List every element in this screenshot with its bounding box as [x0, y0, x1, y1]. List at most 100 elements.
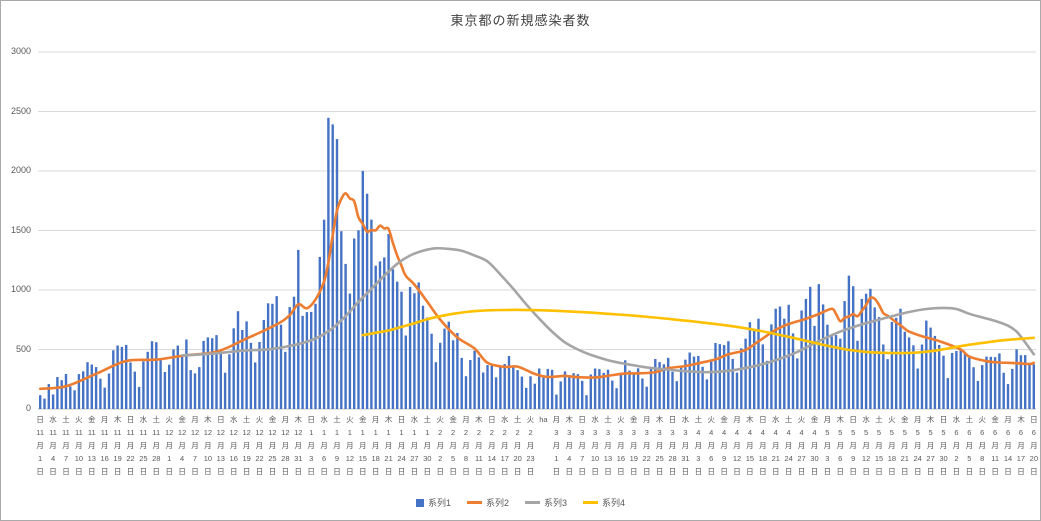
- bar: [94, 367, 98, 409]
- bar: [826, 324, 829, 409]
- bar: [847, 275, 851, 409]
- bar: [589, 374, 592, 409]
- bar: [611, 380, 614, 409]
- bar: [873, 307, 876, 409]
- x-axis-label: 木 12 月 31 日: [294, 415, 303, 476]
- bar: [189, 370, 192, 409]
- bar: [73, 390, 76, 409]
- bar: [236, 311, 240, 409]
- x-axis-label: 木 2 月 11 日: [475, 415, 483, 476]
- x-axis-label: 金 12 月 4 日: [177, 415, 187, 476]
- y-axis-label: 3000: [10, 46, 31, 56]
- bar: [899, 308, 902, 409]
- legend-square-icon: [415, 498, 424, 507]
- bar: [499, 367, 502, 409]
- x-axis-label: 月 11 月 16 日: [100, 415, 109, 476]
- bar: [839, 338, 842, 409]
- bar: [869, 288, 872, 409]
- bar: [494, 377, 498, 409]
- x-axis-label: 月 5 月 24 日: [913, 415, 922, 476]
- bar: [163, 372, 167, 409]
- bar: [761, 344, 764, 409]
- bar: [877, 317, 881, 409]
- bar: [993, 357, 997, 409]
- legend-item-系列3: 系列3: [525, 496, 567, 509]
- bar: [353, 238, 356, 409]
- bar: [628, 370, 631, 409]
- legend-line-icon: [466, 501, 482, 504]
- bar: [417, 282, 420, 409]
- bar: [615, 388, 618, 409]
- bar: [383, 257, 386, 409]
- bar: [563, 371, 567, 409]
- bar: [718, 344, 721, 409]
- x-axis-label: 日 4 月 18 日: [758, 415, 767, 476]
- x-axis-label: 月 12 月 7 日: [190, 415, 200, 476]
- bar: [976, 381, 980, 409]
- x-axis-label: 水 12 月 16 日: [229, 415, 238, 476]
- bar: [533, 383, 536, 409]
- bar: [1019, 355, 1023, 409]
- bar: [538, 368, 541, 409]
- bar: [503, 364, 506, 409]
- bar: [542, 376, 545, 409]
- x-axis-label: 日 5 月 30 日: [939, 415, 948, 476]
- bar: [830, 336, 833, 409]
- bar: [765, 360, 769, 409]
- bar: [335, 139, 339, 409]
- x-axis-label: 木 11 月 19 日: [113, 415, 122, 476]
- bar: [705, 379, 709, 409]
- x-axis-label: 金 11 月 13 日: [87, 415, 96, 476]
- x-axis-label: 日 2 月 14 日: [487, 415, 496, 476]
- x-axis-label: 土 11 月 28 日: [152, 415, 161, 476]
- bar: [456, 333, 459, 409]
- bar: [223, 372, 227, 409]
- bar: [172, 349, 175, 409]
- bar: [585, 395, 588, 409]
- bar: [710, 361, 713, 409]
- bar: [228, 354, 231, 409]
- bar: [658, 362, 661, 409]
- bar: [447, 321, 450, 409]
- bar: [581, 380, 584, 409]
- bar: [843, 301, 846, 409]
- bar: [598, 369, 601, 409]
- bar: [972, 367, 975, 409]
- bar: [813, 325, 816, 409]
- bar: [856, 340, 859, 409]
- bar: [667, 357, 670, 409]
- bar: [684, 359, 687, 409]
- bar: [47, 384, 50, 409]
- bar: [770, 324, 773, 409]
- bar: [701, 366, 704, 409]
- bar: [146, 351, 149, 409]
- bar: [727, 341, 730, 409]
- bar: [443, 328, 446, 409]
- x-axis-label: 金 5 月 21 日: [900, 415, 909, 476]
- x-axis-label: 日 11 月 1 日: [36, 415, 45, 476]
- bar: [86, 362, 89, 409]
- bar: [649, 368, 653, 409]
- bar: [925, 320, 928, 409]
- bar: [1006, 384, 1010, 409]
- x-axis-label: 木 12 月 10 日: [203, 415, 213, 476]
- bar: [675, 381, 678, 409]
- bar: [852, 286, 855, 409]
- bar: [129, 362, 132, 409]
- bar: [692, 356, 696, 409]
- bar: [107, 373, 111, 409]
- bar: [520, 376, 524, 409]
- x-axis-label: 木 5 月 27 日: [926, 415, 935, 476]
- bar: [112, 350, 115, 409]
- bar: [103, 387, 106, 409]
- bar: [305, 312, 309, 409]
- y-axis-label: 2500: [10, 105, 31, 116]
- chart-title: 東京都の新規感染者数: [450, 13, 591, 28]
